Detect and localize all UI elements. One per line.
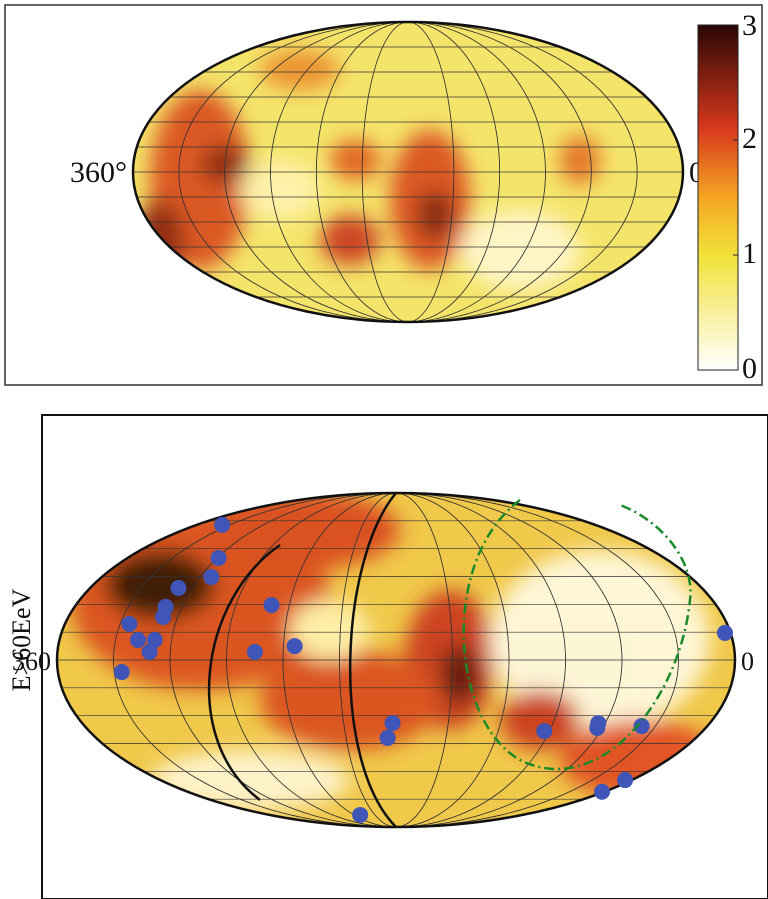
x-tick-label: 0 [741, 647, 754, 676]
event-marker [141, 644, 158, 661]
colorbar-tick-label: 2 [742, 122, 757, 155]
graticule [57, 493, 735, 827]
event-marker [113, 664, 130, 681]
x-tick-label: 360° [70, 156, 127, 189]
graticule-line [226, 493, 566, 827]
event-marker [214, 516, 231, 533]
graticule-line [361, 22, 455, 322]
event-marker [246, 644, 263, 661]
event-marker [286, 638, 303, 655]
panel-frame [4, 4, 763, 386]
graticule-line [224, 22, 592, 322]
event-marker [589, 719, 606, 736]
graticule-line [169, 493, 623, 827]
colorbar-tick-label: 3 [742, 9, 757, 42]
colorbar-tick-label: 0 [742, 352, 757, 385]
event-marker [594, 783, 611, 800]
graticule [133, 22, 683, 322]
event-marker [379, 729, 396, 746]
map-outline [131, 20, 685, 324]
event-marker [263, 597, 280, 614]
plane-line [349, 492, 397, 828]
event-marker [633, 718, 650, 735]
event-marker [352, 806, 369, 823]
event-marker [210, 549, 227, 566]
x-tick-label: 360 [12, 647, 51, 676]
graticule-line [315, 22, 501, 322]
graticule-line [178, 22, 638, 322]
event-marker [155, 608, 172, 625]
event-marker [170, 580, 187, 597]
event-marker [129, 631, 146, 648]
event-marker [203, 569, 220, 586]
event-marker [617, 772, 634, 789]
event-marker [146, 631, 163, 648]
exposure-contour [462, 499, 692, 771]
plane-line [207, 543, 281, 801]
graticule-line [282, 493, 510, 827]
graticule-line [113, 493, 679, 827]
graticule-line [270, 22, 546, 322]
event-marker [536, 723, 553, 740]
panel-frame [41, 414, 768, 899]
event-marker [384, 715, 401, 732]
event-marker [716, 624, 733, 641]
colorbar-tick-label: 1 [742, 237, 757, 270]
graticule-line [339, 493, 453, 827]
y-axis-label: E>60EeV [7, 588, 36, 691]
colorbar [697, 24, 739, 371]
event-marker [121, 616, 138, 633]
